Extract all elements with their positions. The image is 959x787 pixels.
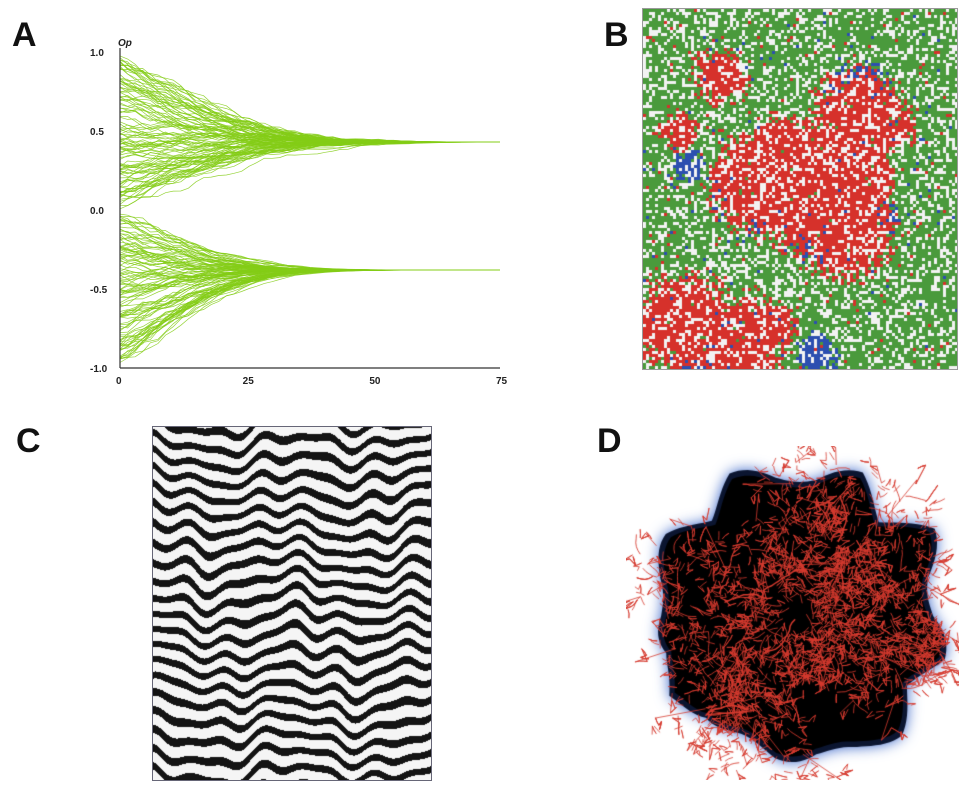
y-tick-label: 0.0	[90, 206, 104, 217]
lattice-simulation-image	[642, 8, 958, 370]
x-tick-label: 50	[369, 376, 381, 387]
y-tick-label: -1.0	[90, 364, 108, 375]
panel-label-c: C	[16, 422, 41, 460]
trajectory-lines	[119, 55, 501, 363]
trajectory-line	[119, 60, 500, 143]
trajectory-line	[119, 65, 500, 143]
trajectory-line	[119, 141, 500, 198]
y-tick-label: 1.0	[90, 48, 104, 59]
x-tick-label: 0	[116, 376, 122, 387]
y-axis-label: Op	[118, 38, 132, 49]
trajectory-line	[119, 64, 500, 143]
y-tick-label: -0.5	[90, 285, 108, 296]
trajectory-line	[119, 64, 500, 143]
trajectory-line	[119, 135, 501, 147]
trajectory-line	[119, 79, 500, 143]
axis-ticks: 1.0 0.5 0.0 -0.5 -1.0 0 25 50 75	[90, 48, 508, 387]
trajectory-line	[119, 59, 500, 143]
lattice-canvas	[643, 9, 957, 369]
trajectory-line	[119, 80, 500, 143]
dendrite-canvas	[626, 446, 959, 780]
opinion-trajectory-chart: 1.0 0.5 0.0 -0.5 -1.0 0 25 50 75 Op	[0, 0, 520, 400]
trajectory-line	[119, 269, 500, 338]
chart-canvas: 1.0 0.5 0.0 -0.5 -1.0 0 25 50 75 Op	[90, 38, 508, 387]
dendritic-growth-image	[626, 446, 959, 780]
x-tick-label: 25	[243, 376, 255, 387]
panel-label-b: B	[604, 16, 629, 54]
trajectory-line	[119, 55, 500, 143]
stripe-canvas	[153, 427, 431, 780]
trajectory-line	[119, 59, 501, 143]
stripe-pattern-image	[152, 426, 432, 781]
trajectory-line	[119, 269, 500, 341]
panel-label-d: D	[597, 422, 622, 460]
y-tick-label: 0.5	[90, 127, 104, 138]
trajectory-line	[119, 69, 501, 143]
panel-label-a: A	[12, 16, 37, 54]
trajectory-line	[120, 65, 500, 143]
x-tick-label: 75	[496, 376, 508, 387]
